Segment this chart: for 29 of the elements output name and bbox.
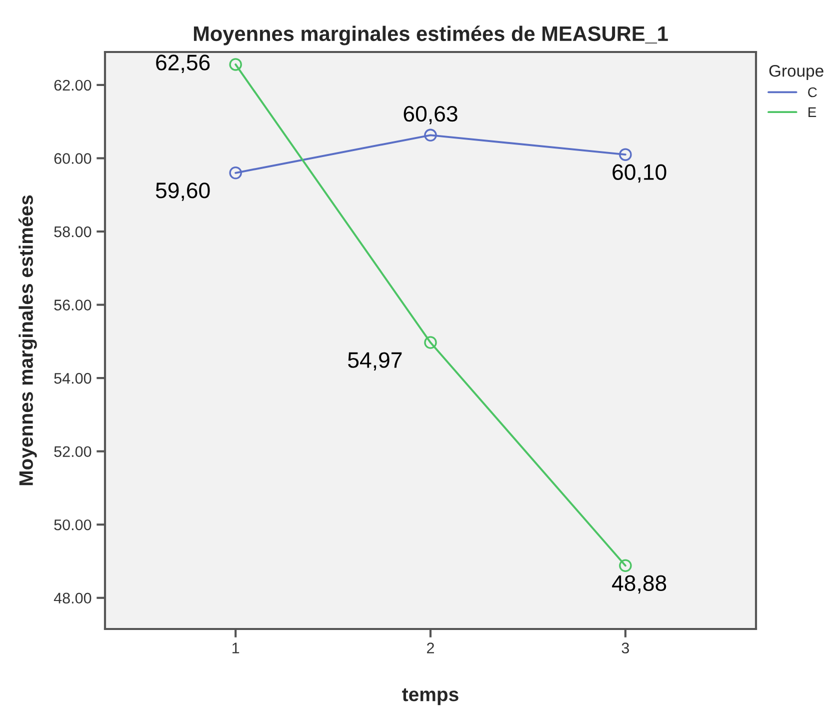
- x-tick-label: 1: [232, 642, 240, 654]
- y-tick-label: 56.00: [54, 300, 92, 310]
- data-label: 54,97: [348, 352, 402, 371]
- y-tick-label: 60.00: [54, 153, 92, 164]
- y-tick-label: 50.00: [54, 519, 92, 530]
- data-label: 60,10: [612, 164, 666, 183]
- data-label: 62,56: [156, 54, 210, 74]
- y-tick-label: 52.00: [54, 446, 92, 458]
- legend-title: Groupe: [769, 64, 824, 80]
- data-label: 48,88: [612, 575, 666, 594]
- point: [619, 559, 632, 572]
- legend-label: C: [808, 87, 817, 98]
- x-axis-title: temps: [402, 688, 458, 706]
- legend-label: E: [808, 107, 816, 117]
- y-tick-label: 62.00: [54, 80, 92, 91]
- point: [424, 336, 437, 349]
- data-label: 59,60: [156, 182, 210, 201]
- chart-title: Moyennes marginales estimées de MEASURE_1: [194, 26, 668, 46]
- data-label: 60,63: [404, 106, 458, 124]
- y-tick-label: 58.00: [54, 226, 92, 238]
- x-tick-label: 3: [622, 642, 629, 654]
- y-tick-label: 54.00: [54, 372, 92, 384]
- point: [424, 128, 437, 142]
- point: [229, 58, 242, 71]
- y-tick-label: 48.00: [54, 592, 92, 604]
- x-tick-label: 2: [427, 642, 434, 654]
- point: [229, 166, 242, 180]
- point: [619, 148, 632, 161]
- y-axis-title: Moyennes marginales estimées: [18, 195, 37, 486]
